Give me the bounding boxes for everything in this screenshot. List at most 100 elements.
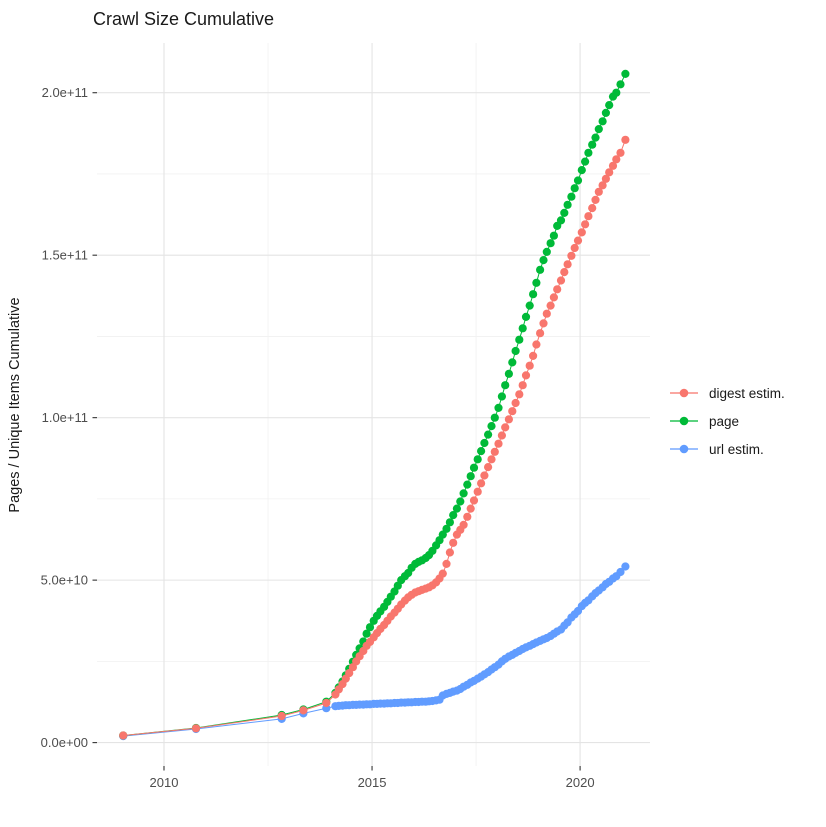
data-point (563, 260, 572, 269)
series-line (123, 566, 626, 737)
data-point (608, 161, 618, 170)
legend-key-dot (679, 416, 689, 426)
data-point (456, 497, 465, 506)
data-point (605, 168, 614, 177)
data-point (442, 559, 451, 569)
data-point (463, 480, 472, 489)
data-point (549, 293, 559, 302)
data-point (525, 361, 534, 370)
data-point (463, 512, 472, 521)
data-point (546, 239, 555, 248)
data-point (598, 181, 607, 190)
legend-key-dot (679, 444, 689, 454)
legend-label: page (709, 413, 740, 429)
y-tick-label: 1.5e+11 (42, 248, 88, 263)
data-point (529, 351, 538, 360)
data-point (515, 335, 524, 344)
data-point (612, 88, 621, 97)
legend-key-icon (670, 388, 698, 398)
data-point (521, 371, 531, 380)
data-point (549, 231, 559, 240)
data-point (442, 524, 451, 533)
legend-item: page (668, 411, 785, 431)
data-point (546, 301, 555, 310)
legend-label: url estim. (709, 441, 764, 457)
data-point (469, 463, 479, 472)
data-point (511, 398, 520, 408)
data-point (508, 358, 517, 367)
data-point (542, 247, 551, 256)
y-tick-label: 2.0e+11 (42, 85, 88, 100)
legend-key-icon (670, 416, 698, 426)
data-point (466, 504, 475, 513)
x-tick-label: 2015 (358, 775, 387, 790)
data-point (581, 157, 590, 166)
data-point (525, 301, 534, 310)
data-point (494, 403, 503, 412)
chart-title: Crawl Size Cumulative (93, 9, 275, 29)
data-point (570, 184, 579, 193)
data-point (449, 538, 458, 547)
x-tick-label: 2010 (150, 775, 179, 790)
data-point (567, 192, 576, 201)
data-point (588, 204, 597, 213)
data-point (621, 562, 630, 571)
data-point (560, 208, 569, 217)
data-point (362, 629, 371, 638)
y-tick-label: 5.0e+10 (41, 573, 88, 588)
data-point (536, 265, 545, 274)
data-point (345, 669, 354, 678)
legend-key-dot (679, 388, 689, 398)
x-tick-label: 2020 (566, 775, 595, 790)
data-point (563, 200, 572, 209)
data-point (277, 711, 286, 721)
data-point (477, 447, 486, 456)
data-point (322, 698, 331, 708)
data-point (573, 236, 583, 245)
data-point (594, 125, 603, 134)
data-point (553, 285, 562, 294)
data-point (577, 166, 586, 175)
data-point (487, 455, 496, 464)
data-point (501, 381, 510, 390)
data-point (539, 319, 548, 328)
data-point (504, 415, 513, 424)
data-point (570, 243, 579, 253)
data-point (532, 278, 541, 287)
data-point (473, 487, 482, 496)
data-point (119, 731, 128, 740)
data-point (573, 176, 583, 185)
data-point (445, 518, 454, 527)
data-point (484, 463, 493, 472)
data-point (452, 504, 461, 513)
data-point (497, 431, 506, 440)
data-point (299, 706, 308, 715)
data-point (521, 312, 531, 321)
data-point (616, 80, 625, 89)
data-point (438, 569, 447, 578)
y-tick-label: 0.0e+00 (41, 735, 88, 750)
data-point (477, 479, 486, 488)
data-point (515, 390, 524, 399)
legend-item: digest estim. (668, 383, 785, 403)
data-point (508, 407, 517, 416)
legend-key-icon (670, 444, 698, 454)
data-point (494, 439, 503, 448)
data-point (532, 340, 541, 349)
data-point (560, 268, 569, 277)
series-line (123, 139, 626, 736)
data-point (459, 489, 468, 498)
data-point (490, 447, 499, 456)
data-point (581, 220, 590, 229)
data-point (601, 174, 611, 183)
data-point (480, 471, 489, 480)
data-point (445, 548, 454, 557)
data-point (459, 520, 468, 530)
data-point (501, 423, 510, 432)
legend-label: digest estim. (709, 385, 785, 401)
data-point (605, 101, 614, 110)
data-point (536, 329, 545, 338)
data-point (567, 251, 576, 260)
legend: digest estim. page url estim. (668, 383, 785, 467)
